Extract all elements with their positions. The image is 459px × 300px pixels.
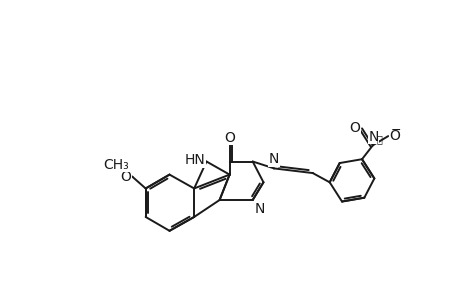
Text: O: O (349, 122, 360, 135)
Text: −: − (390, 123, 400, 136)
Text: O: O (120, 170, 131, 184)
Text: CH₃: CH₃ (103, 158, 129, 172)
Text: N: N (269, 152, 279, 166)
Text: HN: HN (184, 153, 205, 167)
Text: O: O (224, 130, 235, 145)
Text: N: N (254, 202, 264, 216)
Text: N: N (368, 130, 378, 144)
Text: ➕: ➕ (375, 134, 381, 144)
Text: O: O (389, 129, 400, 143)
